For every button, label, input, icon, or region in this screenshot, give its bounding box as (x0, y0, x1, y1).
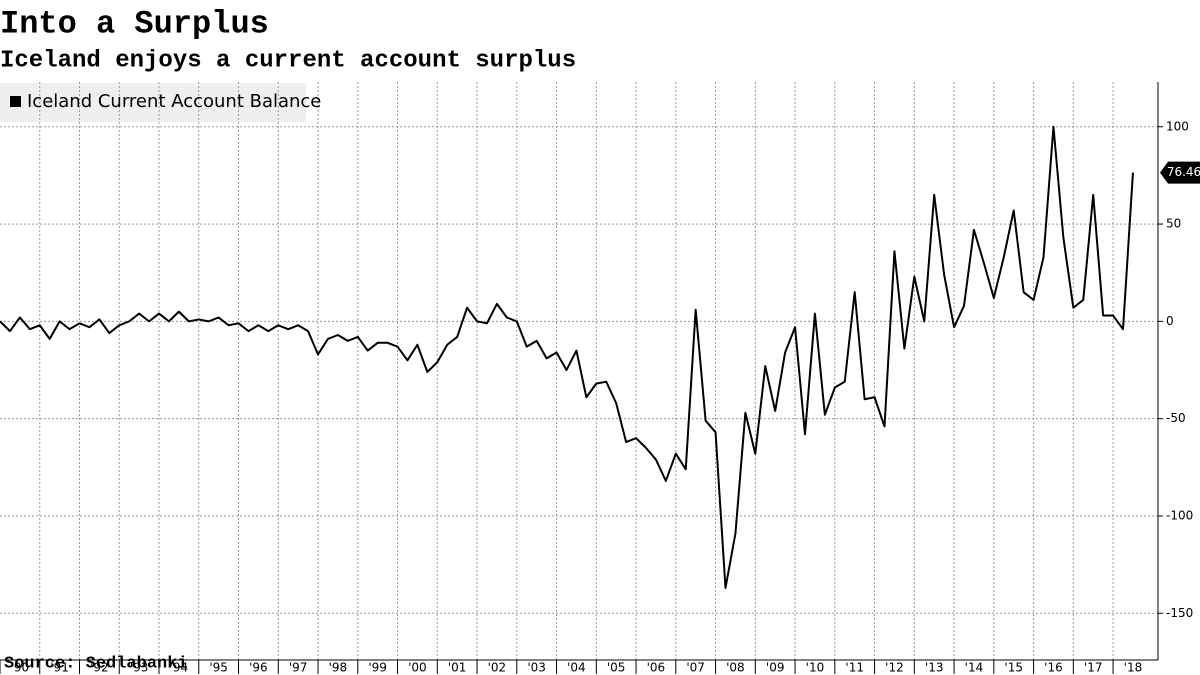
x-tick-label: '01 (448, 661, 467, 675)
x-tick-label: '07 (686, 661, 705, 675)
x-tick-label: '18 (1124, 661, 1143, 675)
x-tick-label: '15 (1004, 661, 1023, 675)
line (0, 125, 1134, 589)
legend-label: Iceland Current Account Balance (27, 91, 321, 112)
chart-title: Into a Surplus (0, 5, 269, 42)
x-tick-label: '04 (567, 661, 586, 675)
y-tick-label: -150 (1166, 606, 1193, 620)
x-tick-label: '13 (925, 661, 944, 675)
y-tick-label: 100 (1166, 119, 1189, 133)
last-value-label: 76.46 (1167, 165, 1200, 179)
x-tick-label: '09 (766, 661, 785, 675)
x-tick-label: '96 (249, 661, 268, 675)
x-tick-label: '93 (130, 661, 149, 675)
x-tick-label: '92 (90, 661, 109, 675)
x-tick-label: '14 (965, 661, 984, 675)
x-tick-label: '98 (329, 661, 348, 675)
legend-box (0, 83, 306, 122)
x-tick-label: '94 (170, 661, 189, 675)
chart-subtitle: Iceland enjoys a current account surplus (0, 47, 576, 74)
x-tick-label: '99 (368, 661, 387, 675)
x-tick-label: '91 (50, 661, 69, 675)
y-tick-label: -50 (1166, 411, 1186, 425)
x-tick-label: '16 (1044, 661, 1063, 675)
y-tick-label: -100 (1166, 508, 1193, 522)
source: Source: Sedlabanki (4, 654, 188, 673)
legend-swatch (10, 96, 21, 107)
x-tick-label: '12 (885, 661, 904, 675)
last-value-box (1160, 161, 1200, 184)
x-tick-label: '11 (845, 661, 864, 675)
x-tick-label: '90 (11, 661, 30, 675)
x-tick-label: '02 (488, 661, 507, 675)
x-tick-label: '10 (806, 661, 825, 675)
x-tick-label: '08 (726, 661, 745, 675)
x-tick-label: '95 (209, 661, 228, 675)
y-tick-label: 50 (1166, 217, 1181, 231)
y-tick-label: 0 (1166, 314, 1174, 328)
x-tick-label: '06 (647, 661, 666, 675)
x-tick-label: '05 (607, 661, 626, 675)
x-tick-label: '17 (1084, 661, 1103, 675)
x-tick-label: '97 (289, 661, 308, 675)
x-tick-label: '00 (408, 661, 427, 675)
x-tick-label: '03 (527, 661, 546, 675)
